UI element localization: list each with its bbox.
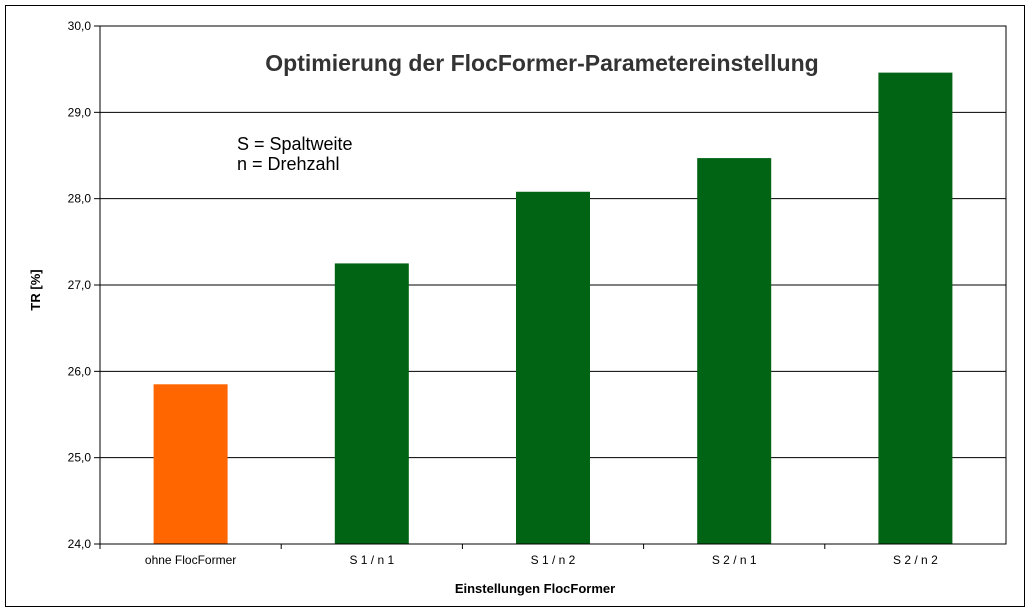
bar	[153, 384, 228, 544]
annotation-drehzahl: n = Drehzahl	[237, 154, 340, 174]
x-tick-label: S 2 / n 2	[893, 553, 938, 567]
y-axis-ticks: 24,0 25,0 26,0 27,0 28,0 29,0 30,0	[68, 19, 100, 551]
bar	[878, 72, 953, 545]
x-axis-ticks: ohne FlocFormer S 1 / n 1 S 1 / n 2 S 2 / n…	[99, 544, 938, 567]
y-tick-label: 25,0	[68, 451, 92, 465]
annotation-spaltweite: S = Spaltweite	[237, 134, 353, 154]
bars	[153, 72, 953, 545]
plot-border	[99, 25, 1007, 545]
x-tick-label: S 1 / n 2	[531, 553, 576, 567]
y-tick-label: 30,0	[68, 19, 92, 33]
y-tick-label: 26,0	[68, 364, 92, 378]
x-tick-label: S 1 / n 1	[349, 553, 394, 567]
y-tick-label: 24,0	[68, 537, 92, 551]
x-axis-label: Einstellungen FlocFormer	[455, 581, 615, 596]
bar	[697, 158, 772, 544]
y-tick-label: 27,0	[68, 278, 92, 292]
bar	[516, 191, 590, 544]
y-tick-label: 29,0	[68, 105, 92, 119]
bar	[334, 263, 409, 544]
chart-title: Optimierung der FlocFormer-Parametereins…	[265, 50, 818, 76]
x-tick-label: S 2 / n 1	[712, 553, 757, 567]
x-tick-label: ohne FlocFormer	[145, 553, 236, 567]
y-tick-label: 28,0	[68, 192, 92, 206]
y-axis-label: TR [%]	[28, 269, 43, 310]
